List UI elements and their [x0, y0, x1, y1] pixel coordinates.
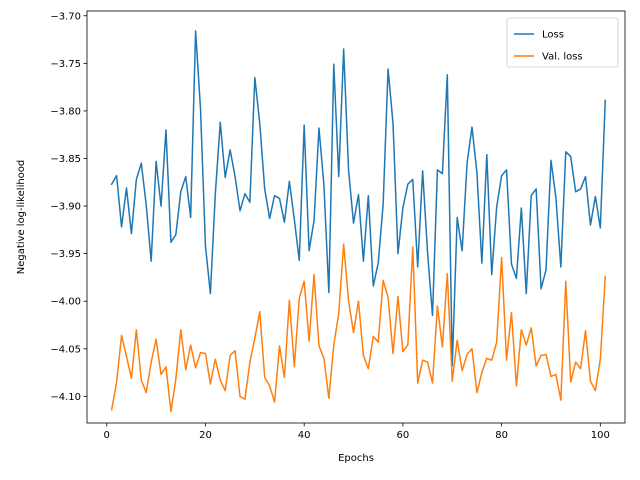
series-line-loss	[110, 30, 607, 367]
x-axis-label: Epochs	[338, 453, 374, 464]
y-tick-label: −3.90	[50, 202, 81, 213]
legend-label-loss: Loss	[542, 30, 564, 41]
x-tick-label: 0	[104, 430, 110, 441]
y-tick-label: −3.95	[50, 249, 81, 260]
y-tick-label: −3.80	[50, 106, 81, 117]
x-tick-label: 40	[298, 430, 311, 441]
y-axis: −4.10 −4.05 −4.00 −3.95 −3.90 −3.85 −3.80 −3.75…	[50, 11, 87, 403]
y-tick-label: −3.70	[50, 11, 81, 22]
y-axis-label: Negative log-likelihood	[16, 160, 27, 275]
y-tick-label: −3.75	[50, 59, 81, 70]
x-tick-label: 60	[397, 430, 410, 441]
legend-label-val-loss: Val. loss	[542, 52, 583, 63]
x-tick-label: 100	[591, 430, 610, 441]
legend: Loss Val. loss	[506, 17, 619, 68]
x-tick-label: 20	[199, 430, 212, 441]
y-tick-label: −4.05	[50, 344, 81, 355]
x-tick-label: 80	[495, 430, 508, 441]
series-line-val-loss	[110, 243, 607, 413]
legend-box	[506, 17, 619, 68]
y-tick-label: −3.85	[50, 154, 81, 165]
y-tick-label: −4.00	[50, 297, 81, 308]
series-layer	[110, 30, 607, 413]
y-tick-label: −4.10	[50, 392, 81, 403]
x-axis: 0 20 40 60 80 100	[104, 423, 610, 441]
plot-frame	[86, 10, 626, 424]
